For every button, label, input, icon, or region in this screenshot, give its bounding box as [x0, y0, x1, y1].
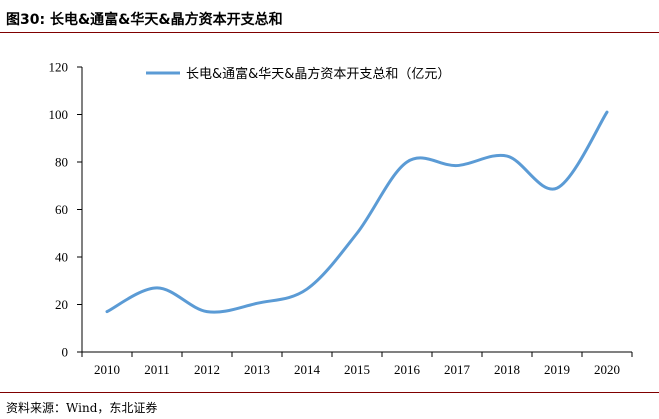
y-tick-label: 60	[55, 202, 68, 217]
x-tick-label: 2015	[344, 362, 370, 377]
x-tick-label: 2014	[294, 362, 321, 377]
x-tick-label: 2020	[594, 362, 620, 377]
y-tick-label: 0	[62, 345, 69, 360]
x-tick-label: 2013	[244, 362, 270, 377]
y-tick-label: 20	[55, 297, 68, 312]
x-tick-label: 2011	[144, 362, 170, 377]
x-tick-label: 2017	[444, 362, 471, 377]
series-line	[105, 110, 609, 314]
source-rule	[0, 392, 659, 393]
title-rule	[0, 32, 659, 33]
source-note: 资料来源：Wind，东北证券	[6, 401, 158, 415]
x-tick-label: 2016	[394, 362, 421, 377]
x-tick-label: 2012	[194, 362, 220, 377]
y-tick-label: 40	[55, 250, 68, 265]
x-tick-label: 2010	[94, 362, 120, 377]
legend-label: 长电&通富&华天&晶方资本开支总和（亿元）	[186, 66, 450, 82]
y-tick-label: 120	[49, 60, 69, 75]
x-tick-label: 2019	[544, 362, 570, 377]
y-tick-label: 100	[49, 107, 69, 122]
x-tick-label: 2018	[494, 362, 520, 377]
y-tick-label: 80	[55, 155, 68, 170]
figure-title: 图30: 长电&通富&华天&晶方资本开支总和	[6, 12, 283, 28]
